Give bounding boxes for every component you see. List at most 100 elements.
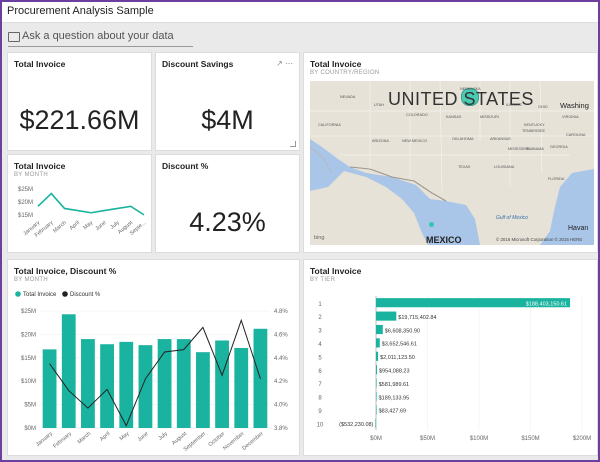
bar	[376, 391, 377, 402]
legend-label: Discount %	[70, 292, 101, 298]
qa-box[interactable]: Ask a question about your data	[8, 29, 193, 47]
x-tick-label: February	[52, 431, 73, 450]
y-left-tick-label: $20M	[21, 332, 36, 338]
x-tick-label: June	[95, 220, 108, 232]
tile-title: Total Invoice	[310, 59, 362, 69]
x-tick-label: $200M	[573, 436, 591, 442]
y-tick-label: 5	[318, 355, 322, 361]
x-tick-label: April	[69, 220, 81, 232]
x-tick-label: $0M	[370, 436, 382, 442]
bar	[376, 311, 397, 321]
data-label: $3,652,546.61	[382, 342, 417, 348]
bar	[376, 351, 379, 361]
tile-combo-chart[interactable]: Total Invoice, Discount % BY MONTH Total…	[7, 259, 300, 456]
data-label: $83,427.69	[379, 409, 407, 415]
y-tick-label: 2	[318, 315, 322, 321]
bar	[196, 352, 210, 428]
y-tick-label: 10	[317, 422, 324, 428]
tile-tier-chart[interactable]: Total Invoice BY TIER $0M $50M $100M $150M $…	[303, 259, 598, 456]
bar	[376, 324, 383, 335]
bar	[375, 418, 376, 428]
y-left-tick-label: $15M	[21, 356, 36, 362]
map-state-label: ILLINOIS	[506, 103, 522, 107]
data-label: $19,715,402.84	[398, 315, 436, 321]
tile-discount-pct[interactable]: Discount % 4.23%	[155, 154, 300, 253]
tile-discount-savings[interactable]: Discount Savings ↗ ⋯ $4M	[155, 52, 300, 151]
tile-map[interactable]: Total Invoice BY COUNTRY/REGION UNITED S…	[303, 52, 598, 253]
map-state-label: NEW MEXICO	[402, 139, 427, 143]
tile-title: Total Invoice	[14, 161, 66, 171]
data-label: $954,088.23	[379, 368, 410, 374]
y-right-tick-label: 4.0%	[274, 403, 288, 409]
tile-title: Discount Savings	[162, 59, 234, 69]
app-title: Procurement Analysis Sample	[7, 5, 154, 17]
tile-title: Total Invoice, Discount %	[14, 266, 117, 276]
x-tick-label: July	[109, 220, 121, 231]
x-tick-label: June	[137, 431, 150, 443]
focus-icon[interactable]: ↗	[276, 59, 283, 68]
map-state-label: KENTUCKY	[524, 123, 545, 127]
combo-chart: Total Invoice Discount % $25M $20M $15M $10M $…	[15, 291, 288, 453]
map-state-label: CAROLINA	[566, 133, 586, 137]
map-bubble-us[interactable]	[461, 88, 479, 106]
data-label: $581,989.61	[379, 382, 410, 388]
x-tick-label: January	[35, 431, 54, 448]
y-tick-label: $25M	[18, 187, 33, 193]
legend-marker	[15, 291, 21, 297]
qa-placeholder[interactable]: Ask a question about your data	[22, 30, 174, 42]
y-right-tick-label: 4.8%	[274, 309, 288, 315]
map-canvas[interactable]: UNITED STATES MEXICO Gulf of Mexico Wash…	[310, 81, 594, 245]
more-options-icon[interactable]: ⋯	[285, 59, 293, 68]
y-tick-label: $20M	[18, 200, 33, 206]
bar	[42, 349, 57, 428]
discount-savings-value: $4M	[201, 105, 254, 135]
map-copyright: © 2016 Microsoft Corporation © 2016 HERE	[496, 237, 583, 242]
y-right-tick-label: 4.6%	[274, 332, 288, 338]
y-right-tick-label: 4.4%	[274, 356, 288, 362]
data-label: $188,403,150.61	[526, 301, 567, 307]
bar	[176, 339, 191, 428]
series-line	[37, 192, 145, 216]
bar	[61, 314, 76, 428]
y-left-tick-label: $0M	[24, 426, 36, 432]
legend-label: Total Invoice	[23, 292, 57, 298]
bar	[376, 338, 380, 348]
y-tick-label: $15M	[18, 213, 33, 219]
tile-title: Total Invoice	[310, 266, 362, 276]
y-tick-label: 7	[318, 382, 322, 388]
map-state-label: ARIZONA	[372, 139, 389, 143]
map-city-label: Havan	[568, 225, 589, 232]
map-label-mx: MEXICO	[426, 235, 462, 245]
map-bubble-mx[interactable]	[429, 222, 434, 227]
y-tick-label: 9	[318, 409, 322, 415]
resize-handle-icon[interactable]	[290, 141, 296, 147]
x-tick-label: August	[171, 431, 188, 447]
map-state-label: MISSISSIPPI	[508, 147, 531, 151]
tile-total-invoice[interactable]: Total Invoice $221.66M	[7, 52, 152, 151]
x-tick-label: December	[241, 431, 264, 452]
map-state-label: TENNESSEE	[522, 129, 545, 133]
tile-subtitle: BY COUNTRY/REGION	[310, 70, 380, 76]
bar	[376, 405, 377, 415]
tile-invoice-by-month[interactable]: Total Invoice BY MONTH $25M $20M $15M Janua…	[7, 154, 152, 253]
chat-bubble-icon	[8, 32, 20, 42]
tile-title: Discount %	[162, 161, 209, 171]
bar	[157, 339, 172, 428]
y-tick-label: 8	[318, 396, 322, 402]
bar	[215, 340, 229, 428]
bar	[81, 339, 95, 428]
map-state-label: ALABAMA	[526, 147, 544, 151]
bing-logo: bing	[314, 235, 325, 241]
y-left-tick-label: $25M	[21, 309, 36, 315]
map-state-label: VIRGINIA	[562, 115, 579, 119]
data-label: $189,133.95	[379, 395, 410, 401]
tile-subtitle: BY MONTH	[14, 172, 48, 178]
y-tick-label: 1	[318, 302, 322, 308]
title-bar: Procurement Analysis Sample	[2, 2, 598, 23]
map-state-label: CALIFORNIA	[318, 123, 341, 127]
total-invoice-value: $221.66M	[19, 105, 140, 135]
bar	[100, 344, 114, 428]
x-tick-label: $50M	[420, 436, 435, 442]
